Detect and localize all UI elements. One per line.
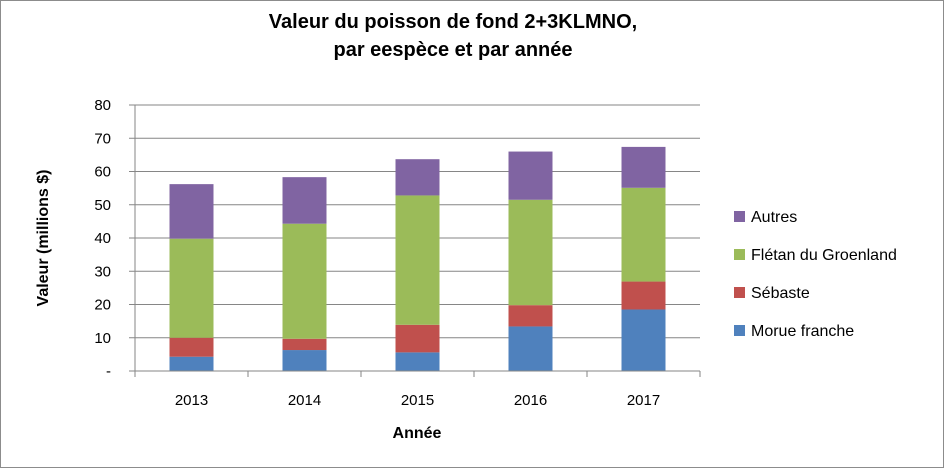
y-tick-label: 80 — [94, 97, 111, 114]
y-tick-label: 70 — [94, 130, 111, 147]
x-axis-label: Année — [393, 425, 442, 442]
y-axis-label: Valeur (millions $) — [35, 170, 52, 307]
legend-label: Sébaste — [751, 285, 810, 302]
bar-segment — [508, 326, 553, 371]
y-tick-label: 60 — [94, 164, 111, 181]
legend-swatch — [734, 211, 745, 222]
legend-swatch — [734, 249, 745, 260]
bar-segment — [621, 281, 666, 310]
y-tick-label: - — [106, 363, 111, 380]
bar-segment — [282, 177, 327, 224]
bar-segment — [169, 238, 214, 338]
bar-segment — [621, 187, 666, 282]
bar-segment — [282, 338, 327, 351]
bar-segment — [621, 146, 666, 188]
bar-segment — [282, 350, 327, 371]
y-tick-label: 40 — [94, 230, 111, 247]
x-tick-label: 2017 — [627, 392, 660, 409]
x-tick-label: 2015 — [401, 392, 434, 409]
legend: Autres Flétan du Groenland Sébaste Morue fr… — [734, 209, 897, 340]
y-tick-labels: - 10 20 30 40 50 60 70 80 — [94, 97, 111, 380]
bar-segment — [169, 184, 214, 239]
legend-label: Morue franche — [751, 323, 854, 340]
bar-segment — [508, 199, 553, 306]
y-tick-label: 10 — [94, 330, 111, 347]
legend-label: Flétan du Groenland — [751, 247, 897, 264]
bar-segment — [508, 305, 553, 327]
y-tick-label: 50 — [94, 197, 111, 214]
bar-segment — [169, 337, 214, 357]
bar-segment — [508, 151, 553, 200]
legend-swatch — [734, 325, 745, 336]
axes — [129, 104, 701, 377]
x-tick-label: 2016 — [514, 392, 547, 409]
bar-segment — [395, 195, 440, 325]
bar-segment — [169, 356, 214, 371]
bar-segment — [282, 223, 327, 339]
bar-segment — [395, 352, 440, 371]
chart-title-line-2: par eespèce et par année — [333, 39, 572, 61]
y-tick-label: 20 — [94, 297, 111, 314]
chart-title-line-1: Valeur du poisson de fond 2+3KLMNO, — [269, 11, 637, 33]
legend-swatch — [734, 287, 745, 298]
x-tick-label: 2014 — [288, 392, 321, 409]
bar-segment — [395, 159, 440, 196]
bar-segment — [395, 324, 440, 353]
bar-segment — [621, 309, 666, 371]
x-tick-labels: 2013 2014 2015 2016 2017 — [175, 392, 660, 409]
x-tick-label: 2013 — [175, 392, 208, 409]
bars — [169, 146, 666, 371]
y-tick-label: 30 — [94, 263, 111, 280]
legend-label: Autres — [751, 209, 797, 226]
